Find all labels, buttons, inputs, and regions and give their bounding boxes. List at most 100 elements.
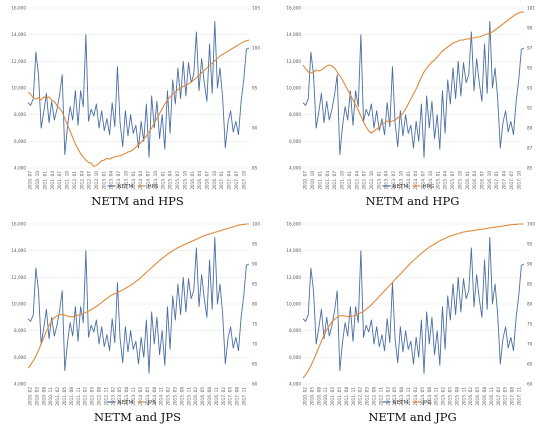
x-tick-label: 2015. 07 — [175, 171, 180, 190]
y-left-tick-label: 16,000 — [286, 6, 301, 11]
x-tick-label: 2017. 10 — [241, 171, 246, 190]
chart-svg: 4,000 6,000 8,000 10,000 12,000 14,000 16,000 6… — [11, 222, 260, 407]
legend-label: NETM — [393, 400, 409, 406]
y-right-tick-label: 75 — [527, 322, 533, 327]
x-tick-label: 2015. 02 — [441, 387, 446, 406]
x-tick-label: 2017. 02 — [496, 387, 501, 406]
x-tick-label: 2012. 01 — [347, 171, 352, 190]
y-right-tick-label: 65 — [252, 362, 258, 367]
x-tick-label: 2012. 07 — [362, 171, 367, 190]
y-left-tick-label: 8,000 — [289, 328, 301, 333]
x-tick-label: 2015. 07 — [450, 171, 455, 190]
x-tick-label: 2016. 10 — [487, 171, 492, 190]
y-right-tick-label: 95 — [527, 242, 533, 247]
x-tick-label: 2014. 04 — [138, 171, 143, 190]
legend-label: JPS — [147, 400, 157, 406]
chart-panel-netm-jps: NETM and JPS 4,000 6,000 8,000 10,000 12,000… — [0, 216, 275, 432]
y-left-tick-label: 14,000 — [286, 32, 301, 37]
y-left-tick-label: 6,000 — [289, 355, 301, 360]
x-tick-label: 2015. 05 — [172, 387, 177, 406]
series-line-netm — [302, 20, 525, 158]
x-tick-label: 2017. 02 — [221, 387, 226, 406]
y-left-tick-label: 4,000 — [289, 382, 301, 387]
y-right-tick-label: 90 — [527, 262, 533, 267]
y-right-tick-label: 105 — [252, 6, 260, 11]
x-tick-label: 2012. 05 — [365, 387, 370, 406]
y-left-tick-label: 16,000 — [11, 6, 26, 11]
x-tick-label: 2014. 05 — [145, 387, 150, 406]
x-tick-label: 2017. 11 — [517, 387, 522, 406]
x-tick-label: 2013. 04 — [109, 171, 114, 190]
y-right-tick-label: 65 — [527, 362, 533, 367]
y-right-tick-label: 95 — [252, 242, 258, 247]
legend-label: NETM — [118, 184, 134, 190]
legend-label: JPG — [422, 400, 432, 406]
x-tick-label: 2014. 04 — [413, 171, 418, 190]
y-left-tick-label: 8,000 — [289, 112, 301, 117]
x-tick-label: 2011. 11 — [351, 387, 356, 406]
x-tick-label: 2012. 02 — [358, 387, 363, 406]
x-tick-label: 2015. 04 — [168, 171, 173, 190]
y-right-tick-label: 95 — [252, 86, 258, 91]
x-tick-label: 2015. 11 — [461, 387, 466, 406]
x-tick-label: 2013. 08 — [124, 387, 129, 406]
y-left-tick-label: 16,000 — [11, 222, 26, 227]
x-tick-label: 2013. 08 — [399, 387, 404, 406]
x-tick-label: 2013. 05 — [392, 387, 397, 406]
x-tick-label: 2015. 05 — [447, 387, 452, 406]
y-right-tick-label: 89 — [527, 126, 533, 131]
x-tick-label: 2012. 08 — [372, 387, 377, 406]
x-tick-label: 2012. 10 — [94, 171, 99, 190]
y-right-tick-label: 75 — [252, 322, 258, 327]
x-tick-label: 2010. 07 — [28, 171, 33, 190]
x-tick-label: 2011. 01 — [42, 171, 47, 190]
x-tick-label: 2010. 08 — [316, 387, 321, 406]
x-tick-label: 2013. 05 — [117, 387, 122, 406]
y-left-tick-label: 6,000 — [289, 139, 301, 144]
x-tick-label: 2011. 08 — [69, 387, 74, 406]
x-tick-label: 2016. 08 — [482, 387, 487, 406]
x-tick-label: 2013. 04 — [384, 171, 389, 190]
x-tick-label: 2011. 11 — [76, 387, 81, 406]
series-line-hps — [27, 39, 250, 167]
x-tick-label: 2014. 01 — [131, 171, 136, 190]
x-tick-label: 2010. 07 — [303, 171, 308, 190]
x-tick-label: 2010. 10 — [310, 171, 315, 190]
chart-panel-netm-jpg: NETM and JPG 4,000 6,000 8,000 10,000 12,000… — [275, 216, 550, 432]
y-left-tick-label: 10,000 — [11, 86, 26, 91]
y-right-tick-label: 91 — [527, 106, 533, 111]
chart-caption: NETM and HPG — [365, 194, 460, 208]
x-tick-label: 2015. 10 — [182, 171, 187, 190]
x-tick-label: 2012. 08 — [97, 387, 102, 406]
y-right-tick-label: 101 — [527, 6, 535, 11]
series-line-hpg — [302, 11, 524, 134]
x-tick-label: 2013. 07 — [391, 171, 396, 190]
y-left-tick-label: 10,000 — [286, 302, 301, 307]
y-left-tick-label: 6,000 — [14, 139, 26, 144]
y-right-tick-label: 93 — [527, 86, 533, 91]
x-tick-label: 2017. 08 — [510, 387, 515, 406]
y-right-tick-label: 87 — [527, 146, 533, 151]
series-line-netm — [27, 20, 250, 158]
x-tick-label: 2010. 11 — [48, 387, 53, 406]
x-tick-label: 2012. 01 — [72, 171, 77, 190]
series-line-netm — [27, 236, 250, 374]
x-tick-label: 2014. 07 — [146, 171, 151, 190]
y-right-tick-label: 70 — [527, 342, 533, 347]
y-left-tick-label: 6,000 — [14, 355, 26, 360]
y-left-tick-label: 14,000 — [286, 248, 301, 253]
x-tick-label: 2013. 01 — [376, 171, 381, 190]
y-right-tick-label: 85 — [252, 166, 258, 171]
legend-label: HPG — [423, 184, 435, 190]
x-tick-label: 2012. 07 — [87, 171, 92, 190]
x-tick-label: 2014. 02 — [138, 387, 143, 406]
x-tick-label: 2016. 04 — [197, 171, 202, 190]
x-tick-label: 2015. 08 — [454, 387, 459, 406]
x-tick-label: 2011. 02 — [330, 387, 335, 406]
x-tick-label: 2013. 01 — [101, 171, 106, 190]
x-tick-label: 2011. 04 — [50, 171, 55, 190]
x-tick-label: 2015. 10 — [457, 171, 462, 190]
y-right-tick-label: 97 — [527, 46, 533, 51]
x-tick-label: 2010. 02 — [27, 387, 32, 406]
y-right-tick-label: 90 — [252, 126, 258, 131]
